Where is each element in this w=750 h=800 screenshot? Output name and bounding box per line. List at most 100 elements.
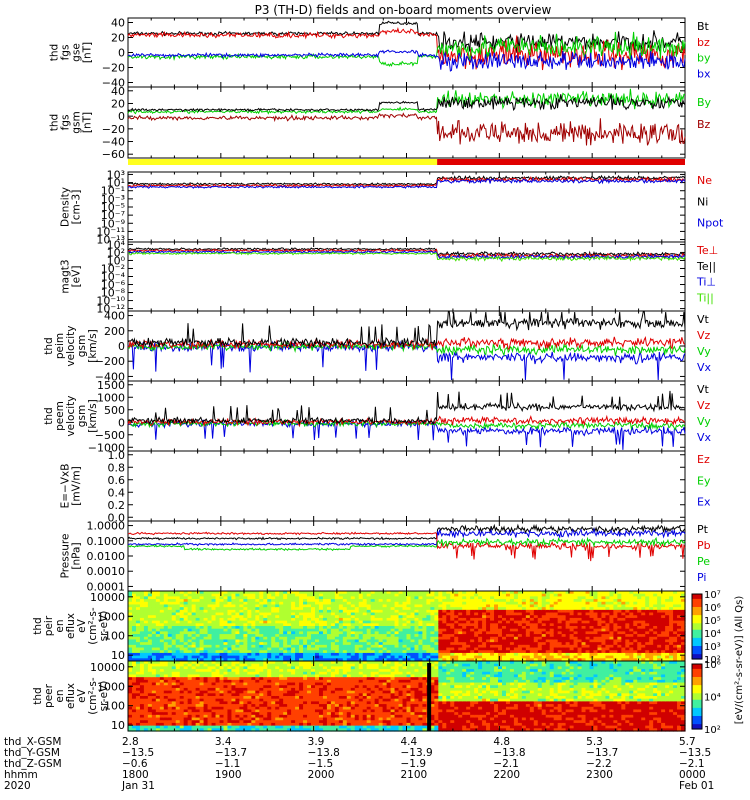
spectrogram-cell — [128, 607, 133, 611]
spectrogram-cell — [151, 631, 157, 635]
spectrogram-cell — [557, 623, 563, 627]
spectrogram-cell — [211, 661, 217, 665]
spectrogram-cell — [171, 677, 177, 681]
spectrogram-cell — [231, 639, 237, 643]
spectrogram-cell — [338, 655, 344, 659]
spectrogram-cell — [509, 652, 515, 657]
spectrogram-cell — [159, 607, 165, 611]
spectrogram-cell — [557, 593, 563, 597]
spectrogram-cell — [147, 725, 153, 729]
spectrogram-cell — [410, 650, 416, 654]
spectrogram-cell — [342, 623, 348, 627]
spectrogram-cell — [549, 604, 555, 608]
spectrogram-cell — [629, 620, 634, 624]
spectrogram-cell — [474, 644, 479, 649]
spectrogram-cell — [219, 652, 225, 657]
spectrogram-cell — [597, 647, 603, 651]
spectrogram-cell — [203, 698, 209, 702]
spectrogram-cell — [219, 698, 225, 702]
spectrogram-cell — [494, 620, 499, 624]
spectrogram-cell — [601, 599, 607, 603]
spectrogram-cell — [637, 591, 642, 595]
spectrogram-cell — [255, 634, 260, 638]
spectrogram-cell — [609, 639, 614, 643]
spectrogram-cell — [665, 623, 670, 627]
spectrogram-cell — [199, 599, 205, 603]
spectrogram-cell — [187, 609, 193, 614]
spectrogram-cell — [207, 677, 213, 681]
spectrogram-cell — [434, 623, 439, 627]
spectrogram-cell — [613, 647, 618, 651]
spectrogram-cell — [418, 596, 424, 600]
spectrogram-cell — [211, 634, 217, 638]
spectrogram-cell — [434, 615, 439, 619]
spectrogram-cell — [295, 604, 300, 608]
spectrogram-cell — [537, 642, 543, 646]
y-axis-label: E=−VxB [mV/m] — [60, 464, 83, 509]
spectrogram-cell — [131, 709, 137, 713]
spectrogram-cell — [143, 722, 149, 727]
spectrogram-cell — [322, 639, 328, 643]
spectrogram-cell — [633, 617, 638, 622]
spectrogram-cell — [271, 647, 276, 651]
spectrogram-cell — [259, 639, 264, 643]
spectrogram-cell — [466, 650, 471, 654]
spectrogram-cell — [617, 631, 622, 635]
spectrogram-cell — [442, 596, 447, 600]
spectrogram-cell — [410, 617, 416, 622]
spectrogram-cell — [318, 642, 324, 646]
spectrogram-cell — [159, 623, 165, 627]
spectrogram-cell — [386, 601, 392, 606]
spectrogram-cell — [629, 639, 634, 643]
spectrogram-cell — [139, 631, 145, 635]
spectrogram-cell — [617, 615, 622, 619]
spectrogram-cell — [342, 658, 348, 662]
y-tick-label: 10⁻¹² — [96, 303, 125, 316]
spectrogram-cell — [645, 623, 650, 627]
spectrogram-cell — [593, 612, 599, 616]
spectrogram-cell — [231, 636, 237, 641]
spectrogram-cell — [382, 652, 388, 657]
spectrogram-cell — [362, 607, 368, 611]
spectrogram-cell — [203, 725, 209, 729]
spectrogram-cell — [195, 615, 201, 619]
spectrogram-cell — [601, 612, 607, 616]
spectrogram-cell — [601, 642, 607, 646]
spectrogram-cell — [525, 591, 531, 595]
spectrogram-cell — [219, 647, 225, 651]
spectrogram-cell — [593, 631, 599, 635]
spectrogram-cell — [649, 601, 654, 606]
spectrogram-cell — [585, 655, 591, 659]
spectrogram-cell — [191, 728, 197, 732]
spectrogram-cell — [223, 650, 229, 654]
spectrogram-cell — [211, 623, 217, 627]
spectrogram-cell — [334, 596, 340, 600]
spectrogram-cell — [191, 720, 197, 724]
spectrogram-cell — [406, 615, 412, 619]
spectrogram-cell — [314, 617, 320, 622]
spectrogram-cell — [625, 639, 630, 643]
spectrogram-cell — [350, 596, 356, 600]
spectrogram-cell — [139, 599, 145, 603]
spectrogram-cell — [167, 623, 173, 627]
spectrogram-cell — [354, 658, 360, 662]
spectrogram-cell — [330, 601, 336, 606]
spectrogram-cell — [442, 620, 447, 624]
spectrogram-cell — [223, 609, 229, 614]
spectrogram-cell — [171, 704, 177, 708]
spectrogram-cell — [179, 647, 185, 651]
spectrogram-cell — [450, 642, 455, 646]
spectrogram-cell — [501, 620, 507, 624]
spectrogram-cell — [183, 663, 189, 667]
spectrogram-cell — [338, 631, 344, 635]
spectrogram-cell — [191, 612, 197, 616]
spectrogram-cell — [442, 599, 447, 603]
spectrogram-cell — [422, 647, 427, 651]
spectrogram-cell — [135, 642, 141, 646]
spectrogram-cell — [231, 623, 237, 627]
spectrogram-cell — [505, 617, 511, 622]
spectrogram-cell — [482, 644, 487, 649]
spectrogram-cell — [581, 596, 587, 600]
spectrogram-cell — [589, 609, 595, 614]
spectrogram-cell — [179, 725, 185, 729]
